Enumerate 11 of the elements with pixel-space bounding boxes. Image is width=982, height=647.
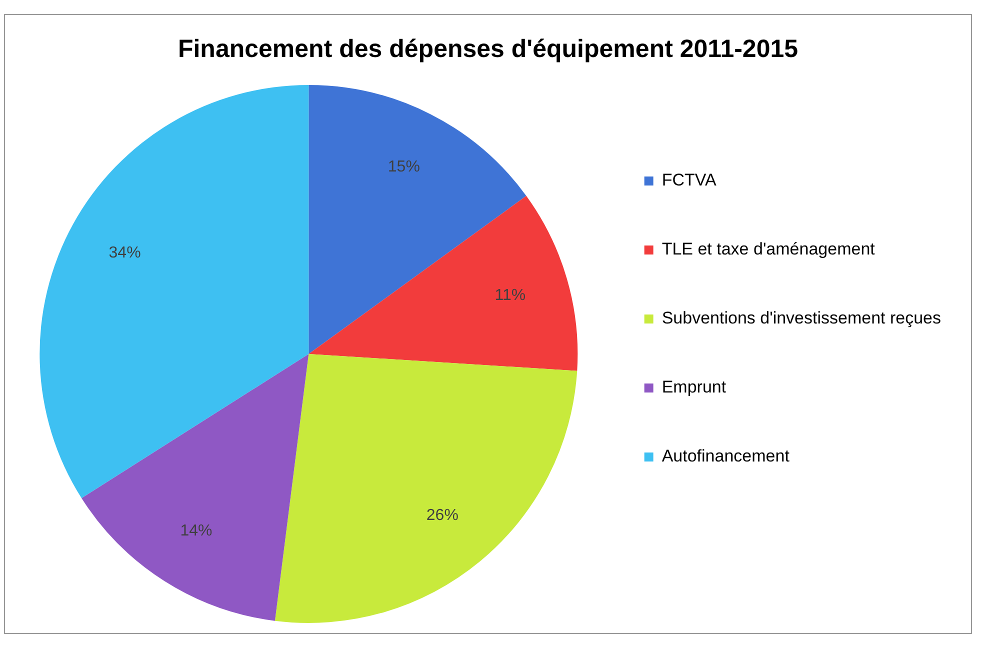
legend-label: Autofinancement — [662, 446, 790, 466]
data-label: 14% — [180, 522, 212, 540]
data-label: 34% — [108, 244, 141, 262]
legend-label: TLE et taxe d'aménagement — [662, 240, 876, 259]
legend-label: Emprunt — [662, 378, 726, 397]
data-label: 11% — [494, 286, 526, 304]
data-label: 26% — [426, 507, 458, 524]
data-label: 15% — [388, 158, 420, 176]
chart-title: Financement des dépenses d'équipement 2011-2015 — [178, 34, 798, 63]
legend-label: Subventions d'investissement reçues — [662, 308, 941, 328]
legend-label: FCTVA — [662, 170, 717, 190]
